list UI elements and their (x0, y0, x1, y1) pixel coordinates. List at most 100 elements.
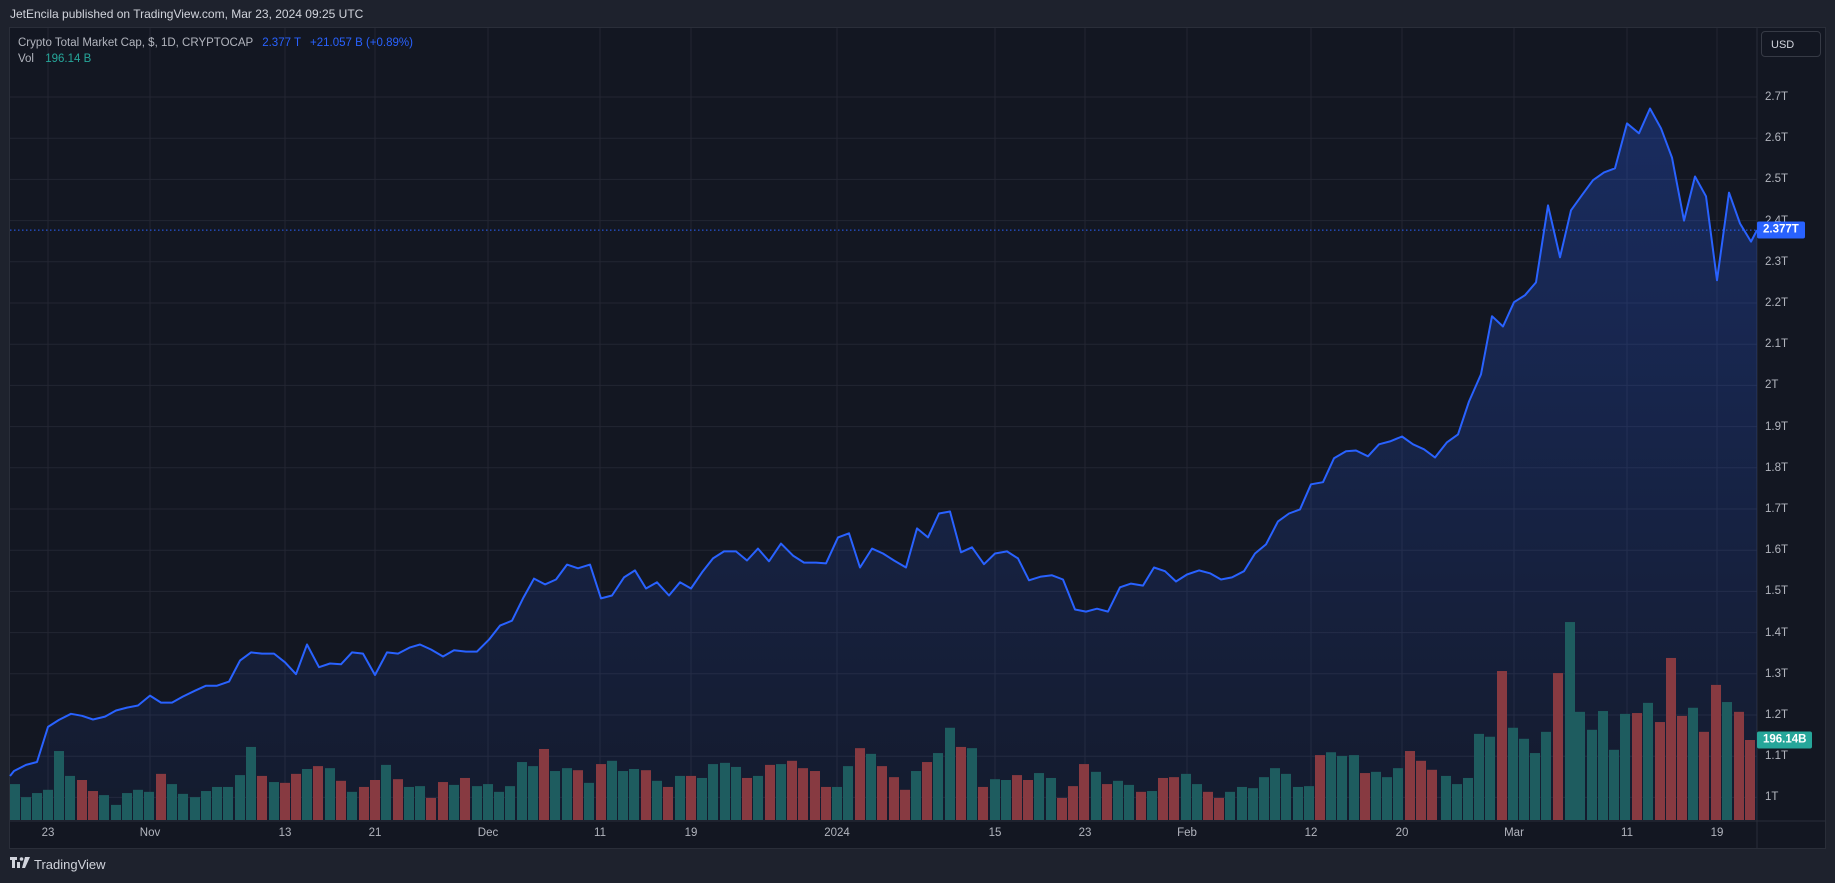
price-tick-label: 2.5T (1765, 173, 1789, 186)
volume-bar (1734, 711, 1744, 820)
volume-bar (990, 779, 1000, 820)
volume-bar (798, 768, 808, 820)
volume-bar (629, 768, 639, 820)
volume-bar (144, 791, 154, 820)
price-tick-label: 2.2T (1765, 297, 1789, 309)
volume-value: 196.14 B (45, 53, 92, 65)
area-fill (10, 108, 1757, 820)
price-tick-label: 2.1T (1765, 338, 1789, 351)
volume-bar (212, 786, 222, 820)
currency-button[interactable]: USD (1761, 31, 1821, 57)
volume-bar (347, 791, 357, 820)
tradingview-logo-icon[interactable] (10, 857, 30, 872)
volume-bar (1237, 786, 1247, 820)
volume-bar (1609, 749, 1619, 820)
symbol-title[interactable]: Crypto Total Market Cap, $, 1D, CRYPTOCA… (18, 37, 253, 49)
price-tick-label: 1.3T (1765, 667, 1789, 680)
volume-bar (449, 784, 459, 820)
volume-bar (1293, 786, 1303, 820)
time-tick-label: 20 (1395, 827, 1409, 839)
legend-main-row[interactable]: Crypto Total Market Cap, $, 1D, CRYPTOCA… (18, 35, 413, 51)
time-tick-label: Feb (1177, 827, 1197, 839)
volume-bar (246, 746, 256, 820)
price-tick-label: 1.7T (1765, 503, 1789, 515)
volume-bar (1012, 775, 1022, 820)
volume-bar (1214, 797, 1224, 820)
volume-bar (359, 786, 369, 820)
volume-bar (528, 766, 538, 820)
volume-bar (641, 770, 651, 820)
volume-bar (201, 791, 211, 820)
volume-bar (1497, 671, 1507, 820)
volume-bar (43, 789, 53, 820)
volume-bar (720, 762, 730, 820)
volume-bar (472, 786, 482, 820)
volume-bar (832, 786, 842, 820)
volume-bar (178, 793, 188, 820)
volume-bar (1530, 753, 1540, 820)
volume-bar (663, 786, 673, 820)
volume-bar (393, 779, 403, 820)
volume-bar (1655, 722, 1665, 820)
price-tick-label: 1.5T (1765, 585, 1789, 598)
volume-bar (1711, 684, 1721, 820)
volume-bar (1181, 773, 1191, 820)
volume-bar (257, 775, 267, 820)
volume-bar (1281, 773, 1291, 820)
time-tick-label: 13 (278, 827, 292, 839)
volume-bar (269, 782, 279, 820)
volume-bar (1192, 784, 1202, 820)
volume-bar (866, 753, 876, 820)
volume-bar (675, 775, 685, 820)
volume-bar (1463, 777, 1473, 820)
volume-bar (99, 795, 109, 820)
volume-bar (1023, 780, 1033, 820)
volume-bar (1337, 755, 1347, 820)
volume-bar (562, 768, 572, 820)
volume-bar (415, 786, 425, 820)
volume-bar (1722, 702, 1732, 820)
time-tick-label: Nov (139, 827, 161, 839)
volume-bar (1393, 768, 1403, 820)
volume-bar (652, 780, 662, 820)
volume-bar (1046, 777, 1056, 820)
volume-bar (460, 777, 470, 820)
last-price-badge: 2.377T (1757, 221, 1805, 239)
volume-bar (1688, 707, 1698, 820)
volume-bar (505, 786, 515, 820)
volume-bar (1034, 773, 1044, 820)
volume-bar (21, 797, 31, 820)
volume-bar (1485, 736, 1495, 820)
volume-bar (381, 764, 391, 820)
volume-bar (742, 777, 752, 820)
volume-bar (821, 786, 831, 820)
volume-bar (54, 751, 64, 820)
volume-bar (370, 780, 380, 820)
volume-bar (1113, 780, 1123, 820)
volume-bar (889, 777, 899, 820)
volume-bar (1304, 786, 1314, 820)
volume-bar (1565, 622, 1575, 820)
volume-bar (686, 775, 696, 820)
volume-bar (933, 753, 943, 820)
price-tick-label: 1.1T (1765, 750, 1789, 763)
volume-bar (911, 771, 921, 820)
volume-bar (787, 760, 797, 820)
volume-bar (167, 784, 177, 820)
volume-label: Vol (18, 53, 34, 65)
volume-bar (1643, 702, 1653, 820)
volume-bar (945, 727, 955, 820)
volume-bar (855, 748, 865, 820)
volume-bar (1169, 777, 1179, 820)
legend-volume-row[interactable]: Vol 196.14 B (18, 51, 413, 67)
volume-bar (1541, 731, 1551, 820)
volume-bar (1553, 673, 1563, 820)
volume-bar (922, 762, 932, 820)
volume-bar (156, 773, 166, 820)
last-value: 2.377 T (262, 37, 301, 49)
footer-brand[interactable]: TradingView (34, 857, 106, 872)
volume-bar (302, 768, 312, 820)
time-tick-label: Mar (1504, 827, 1524, 839)
volume-bar (1382, 777, 1392, 820)
